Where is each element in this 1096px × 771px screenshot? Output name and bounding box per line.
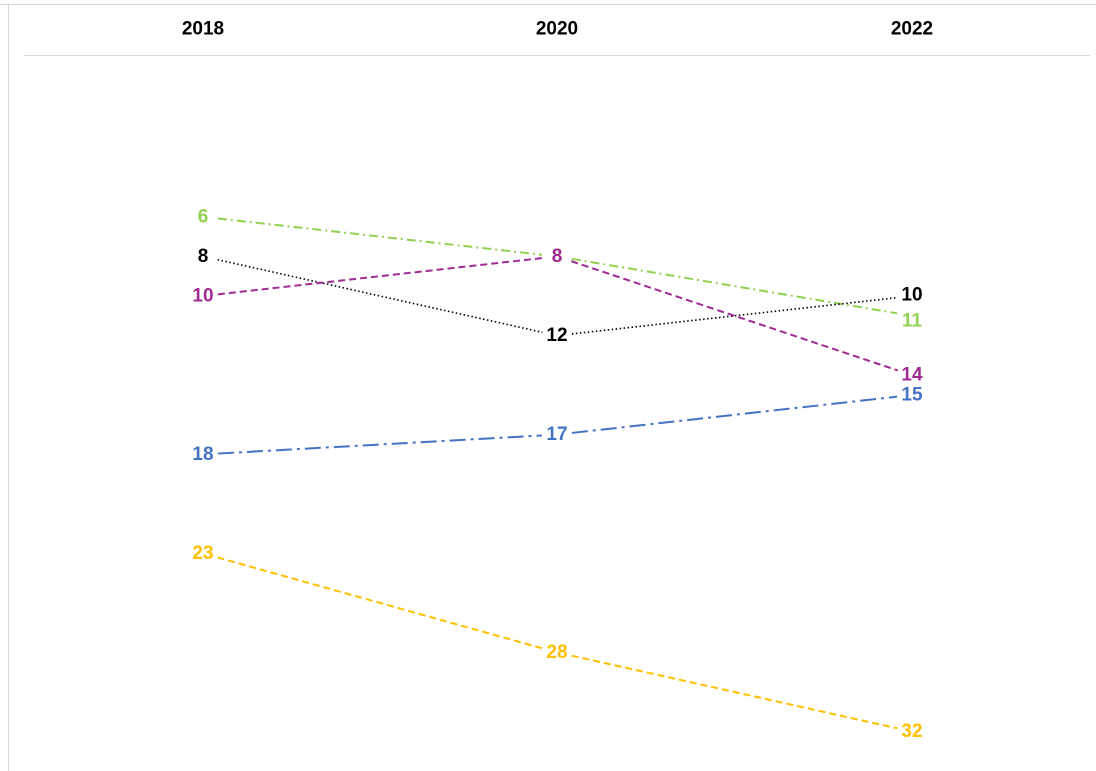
frame-top-border bbox=[0, 4, 1096, 5]
series-4-label-1: 28 bbox=[546, 642, 567, 663]
series-3-segment-0 bbox=[217, 434, 543, 455]
series-0-segment-0 bbox=[217, 217, 543, 256]
category-header-2018: 2018 bbox=[182, 19, 224, 40]
series-0-label-1: 8 bbox=[552, 246, 563, 267]
series-1-label-0: 8 bbox=[198, 246, 209, 267]
series-1-label-2: 10 bbox=[901, 285, 922, 306]
series-4-label-2: 32 bbox=[901, 721, 922, 742]
series-1-segment-0 bbox=[217, 258, 543, 334]
series-2-label-1: 8 bbox=[552, 246, 563, 267]
series-0-label-0: 6 bbox=[198, 206, 209, 227]
series-2-segment-0 bbox=[217, 257, 543, 296]
header-divider bbox=[24, 55, 1090, 56]
series-3-label-1: 17 bbox=[546, 424, 567, 445]
series-4-label-0: 23 bbox=[192, 543, 213, 564]
series-2-label-2: 14 bbox=[901, 365, 923, 386]
frame-left-border bbox=[8, 4, 9, 771]
series-3-label-0: 18 bbox=[192, 444, 213, 465]
series-4-segment-0 bbox=[217, 556, 543, 650]
series-0-label-2: 11 bbox=[902, 310, 923, 331]
series-2-label-0: 10 bbox=[192, 286, 213, 307]
series-0-segment-1 bbox=[571, 257, 898, 315]
category-header-2020: 2020 bbox=[536, 19, 578, 40]
series-1-label-1: 12 bbox=[546, 325, 567, 346]
series-2-segment-1 bbox=[570, 260, 899, 372]
series-1-segment-1 bbox=[571, 296, 898, 335]
series-3-segment-1 bbox=[571, 395, 898, 434]
category-header-2022: 2022 bbox=[891, 19, 933, 40]
series-4-segment-1 bbox=[571, 654, 898, 730]
series-3-label-2: 15 bbox=[901, 385, 923, 406]
